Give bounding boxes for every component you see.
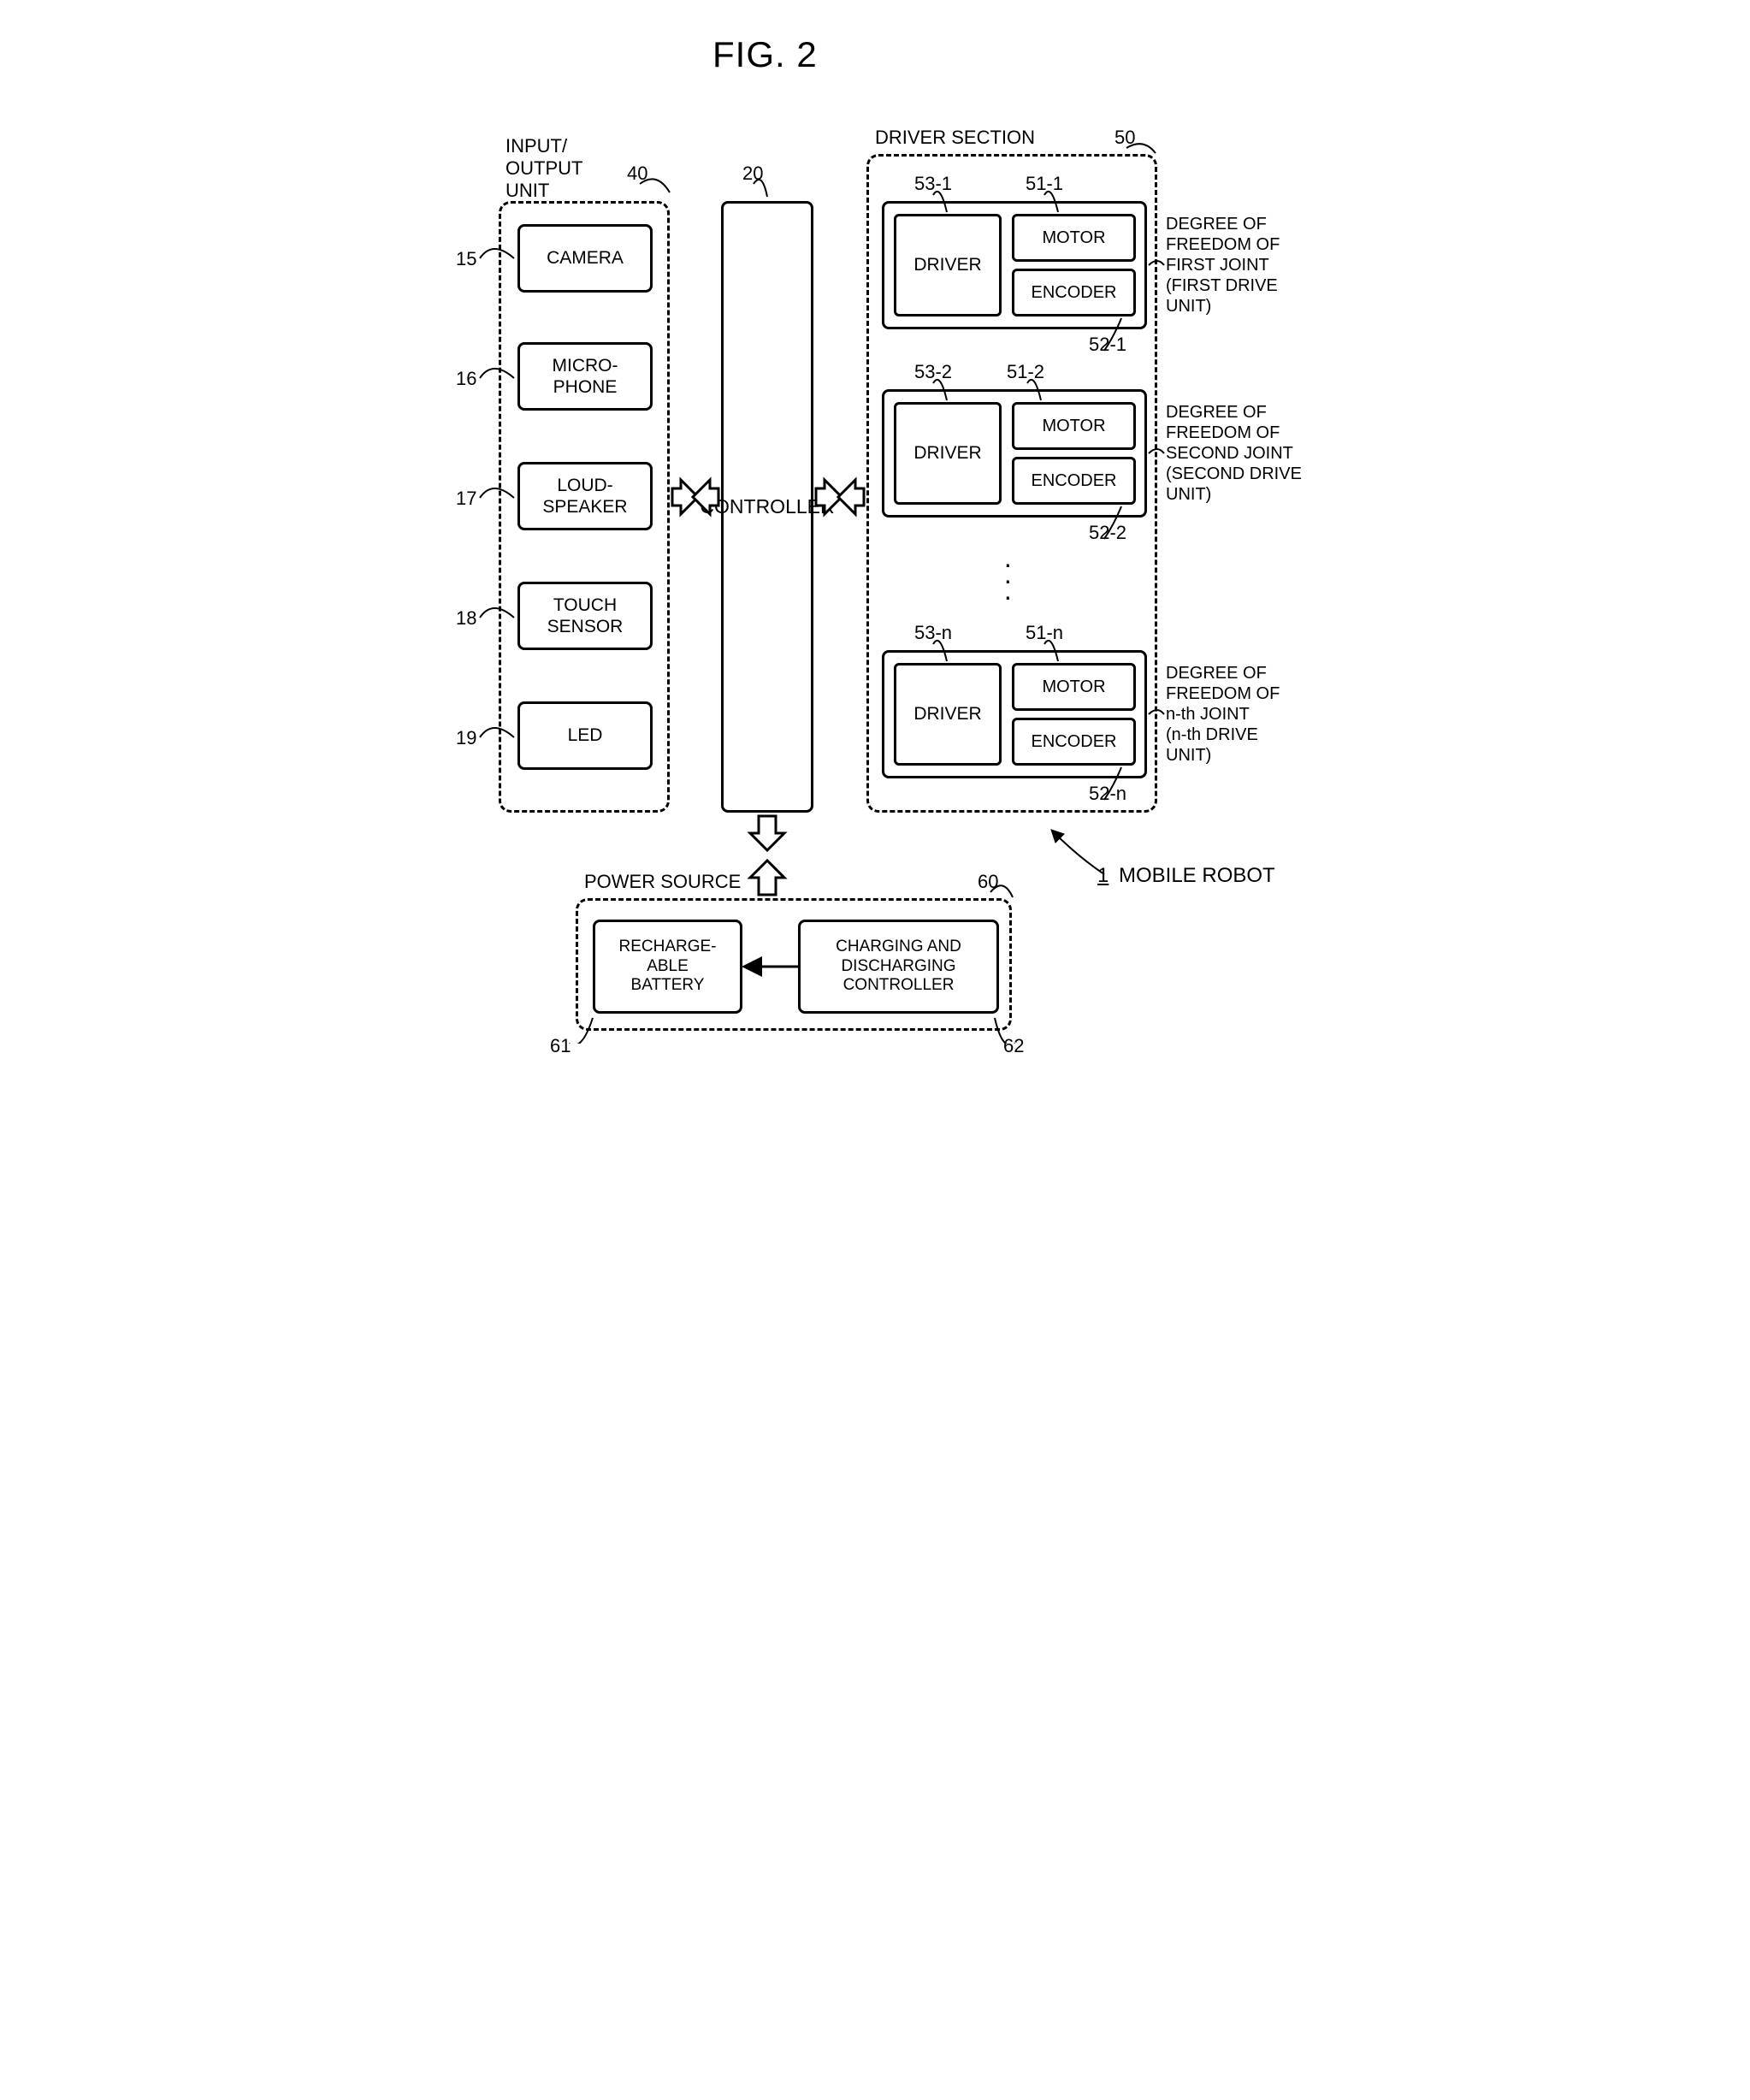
drive-unit-2-driver-ref: 53-2 — [914, 361, 952, 383]
drive-unit-n-driver-ref: 53-n — [914, 622, 952, 644]
charge-controller-ref: 62 — [1003, 1035, 1024, 1057]
drive-unit-2-encoder-ref: 52-2 — [1089, 522, 1126, 544]
io-item-microphone-ref: 16 — [456, 368, 476, 390]
charge-controller-box: CHARGING AND DISCHARGING CONTROLLER — [798, 920, 999, 1014]
drive-unit-2-motor-ref: 51-2 — [1007, 361, 1044, 383]
drive-unit-2-motor: MOTOR — [1012, 402, 1136, 450]
io-item-microphone: MICRO- PHONE — [517, 342, 653, 411]
drive-unit-n-encoder: ENCODER — [1012, 718, 1136, 766]
controller-box: CONTROLLER — [721, 201, 813, 813]
io-item-touch-sensor-ref: 18 — [456, 607, 476, 630]
drive-unit-1-caption: DEGREE OF FREEDOM OF FIRST JOINT (FIRST … — [1166, 214, 1280, 316]
io-item-camera-ref: 15 — [456, 248, 476, 270]
drive-unit-n-motor: MOTOR — [1012, 663, 1136, 711]
io-unit-ref: 40 — [627, 163, 647, 185]
drive-unit-n-encoder-ref: 52-n — [1089, 783, 1126, 805]
system-ref: 1 — [1097, 864, 1109, 888]
drive-unit-1-motor-ref: 51-1 — [1026, 173, 1063, 195]
io-item-touch-sensor: TOUCH SENSOR — [517, 582, 653, 650]
battery-ref: 61 — [550, 1035, 571, 1057]
drive-unit-1-encoder: ENCODER — [1012, 269, 1136, 316]
io-item-loudspeaker: LOUD- SPEAKER — [517, 462, 653, 530]
driver-section-title: DRIVER SECTION — [875, 127, 1035, 149]
drive-unit-n-caption: DEGREE OF FREEDOM OF n-th JOINT (n-th DR… — [1166, 663, 1280, 766]
arrow-controller-power — [750, 816, 784, 895]
drive-unit-2-caption: DEGREE OF FREEDOM OF SECOND JOINT (SECON… — [1166, 402, 1302, 505]
io-item-led: LED — [517, 701, 653, 770]
power-source-title: POWER SOURCE — [584, 871, 741, 893]
driver-section-ref: 50 — [1114, 127, 1135, 149]
ellipsis-icon: ··· — [1003, 556, 1013, 606]
io-unit-title: INPUT/ OUTPUT UNIT — [505, 135, 582, 202]
drive-unit-1-motor: MOTOR — [1012, 214, 1136, 262]
drive-unit-1-driver-ref: 53-1 — [914, 173, 952, 195]
diagram-canvas: FIG. 2 INPUT/ OUTPUT UNIT 40 CAMERA 15 M… — [456, 34, 1294, 1044]
io-item-camera: CAMERA — [517, 224, 653, 293]
drive-unit-1-encoder-ref: 52-1 — [1089, 334, 1126, 356]
drive-unit-2-encoder: ENCODER — [1012, 457, 1136, 505]
drive-unit-n-motor-ref: 51-n — [1026, 622, 1063, 644]
io-item-led-ref: 19 — [456, 727, 476, 749]
controller-ref: 20 — [742, 163, 763, 185]
drive-unit-2-driver: DRIVER — [894, 402, 1002, 505]
drive-unit-1-driver: DRIVER — [894, 214, 1002, 316]
drive-unit-n-driver: DRIVER — [894, 663, 1002, 766]
io-item-loudspeaker-ref: 17 — [456, 488, 476, 510]
power-source-ref: 60 — [978, 871, 998, 893]
figure-title: FIG. 2 — [712, 34, 818, 75]
system-label: MOBILE ROBOT — [1119, 864, 1275, 888]
battery-box: RECHARGE- ABLE BATTERY — [593, 920, 742, 1014]
